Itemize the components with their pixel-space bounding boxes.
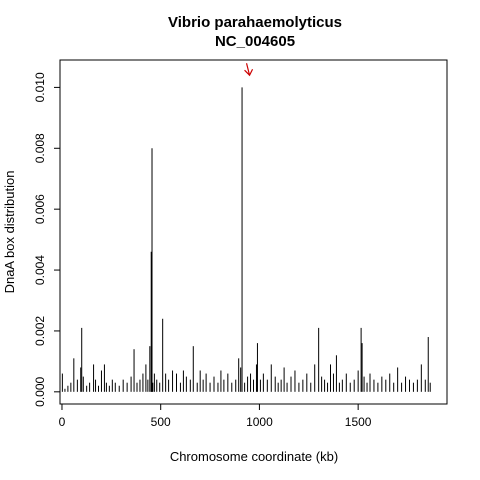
y-tick-label: 0.000: [33, 376, 47, 406]
bar-series: [61, 87, 431, 392]
y-axis-label: DnaA box distribution: [2, 171, 17, 294]
chart-title: Vibrio parahaemolyticus: [168, 14, 342, 31]
chart-subtitle: NC_004605: [215, 33, 295, 50]
x-tick-label: 1500: [345, 415, 372, 429]
annotation-arrow-head: [244, 68, 254, 77]
y-tick-label: 0.002: [33, 316, 47, 346]
y-axis: 0.000 0.002 0.004 0.006 0.008 0.010: [33, 72, 61, 407]
annotation-arrow-shaft: [245, 63, 251, 76]
plot-frame: [59, 59, 448, 405]
x-tick-label: 500: [151, 415, 171, 429]
y-tick-label: 0.006: [33, 194, 47, 224]
y-tick-label: 0.008: [33, 133, 47, 163]
annotation-layer: [244, 63, 254, 77]
y-tick-label: 0.004: [33, 255, 47, 285]
x-tick-label: 0: [59, 415, 66, 429]
x-axis-label: Chromosome coordinate (kb): [170, 449, 338, 464]
y-tick-label: 0.010: [33, 72, 47, 102]
x-tick-label: 1000: [246, 415, 273, 429]
x-axis: 0 500 1000 1500: [59, 403, 372, 429]
